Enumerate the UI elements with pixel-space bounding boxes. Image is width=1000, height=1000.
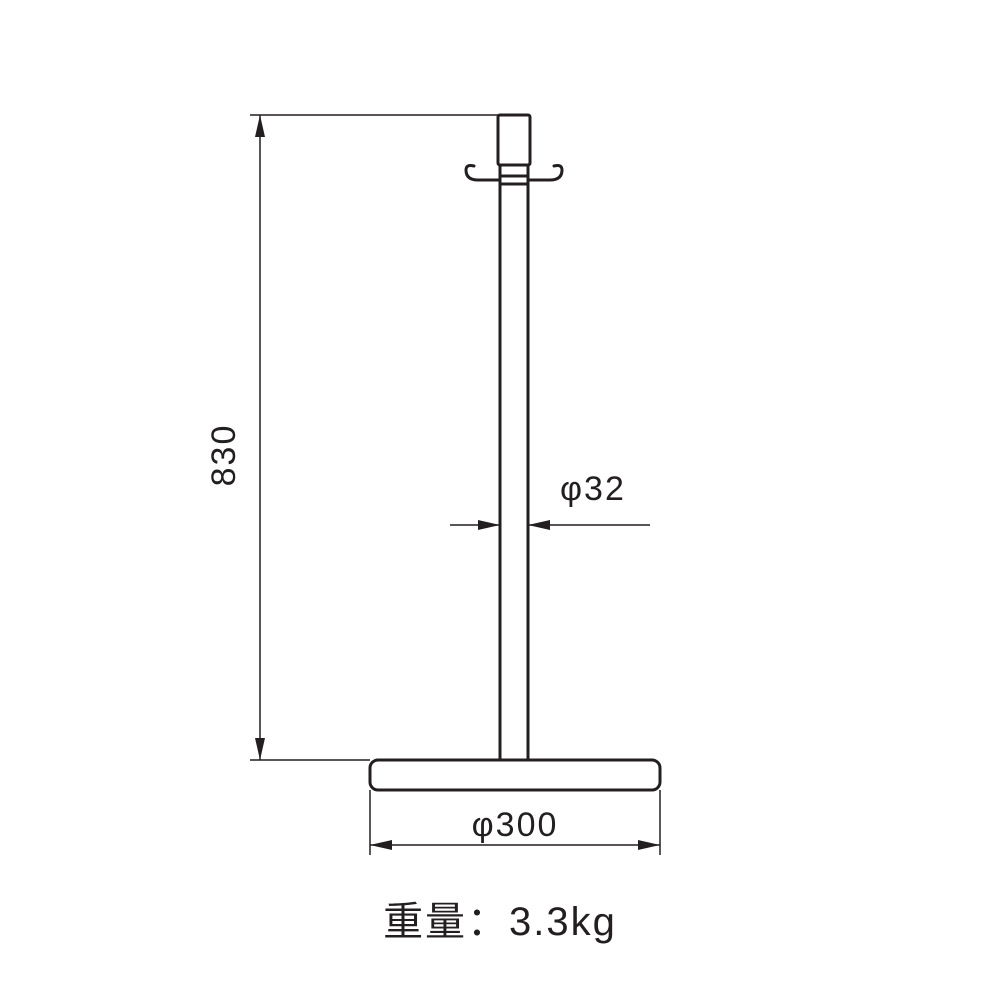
dimension-arrowhead [255, 738, 265, 760]
base-plate [370, 760, 660, 790]
hook-right [528, 166, 562, 181]
dimension-arrowhead [638, 840, 660, 850]
dim-label-pole-dia: φ32 [560, 470, 626, 508]
technical-drawing: 830 φ32 φ300 重量：3.3kg [0, 0, 1000, 1000]
weight-caption: 重量：3.3kg [383, 900, 617, 944]
hook-left [466, 166, 500, 181]
dim-label-height: 830 [205, 424, 243, 487]
dimension-arrowhead [478, 520, 500, 530]
dimension-arrowhead [370, 840, 392, 850]
dim-label-base-dia: φ300 [472, 806, 559, 844]
stanchion-outline [370, 115, 660, 790]
dimension-arrowhead [528, 520, 550, 530]
pole-cap [498, 115, 530, 165]
dimension-arrowhead [255, 115, 265, 137]
